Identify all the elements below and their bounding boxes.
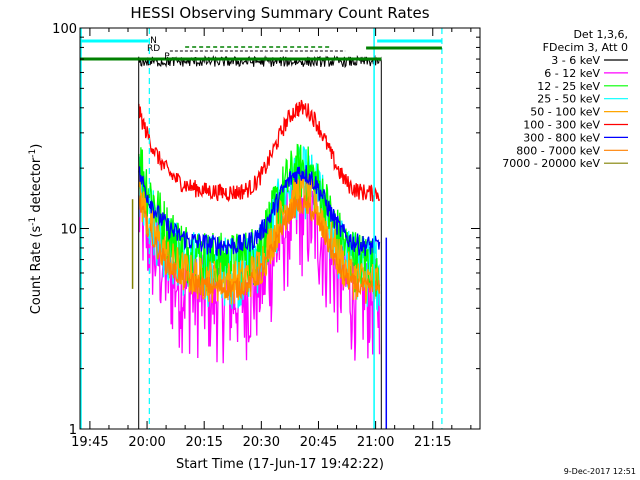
y-tick-label: 1 — [69, 423, 77, 438]
y-axis-label-exp2: -1 — [28, 149, 38, 158]
chart-title: HESSI Observing Summary Count Rates — [130, 4, 429, 22]
legend-label: 7000 - 20000 keV — [502, 157, 600, 170]
y-tick-label: 10 — [60, 223, 77, 238]
legend-header-1: Det 1,3,6, — [573, 28, 628, 41]
series-line-6 — [138, 165, 381, 257]
series-line-5 — [138, 99, 381, 203]
series-line-7 — [138, 194, 381, 300]
x-tick-label: 21:00 — [357, 435, 394, 450]
x-tick-label: 20:45 — [300, 435, 337, 450]
x-axis-label: Start Time (17-Jun-17 19:42:22) — [176, 457, 384, 472]
series-line-2 — [138, 143, 381, 297]
series-line-0 — [138, 54, 382, 429]
y-axis-label-base: Count Rate (s — [29, 226, 44, 315]
y-axis-label: Count Rate (s-1 detector-1) — [28, 144, 44, 315]
legend-label: 12 - 25 keV — [537, 80, 600, 93]
x-tick-label: 19:45 — [71, 435, 108, 450]
legend-label: 6 - 12 keV — [544, 67, 600, 80]
annotation-label: N — [150, 36, 157, 46]
legend-label: 50 - 100 keV — [530, 106, 600, 119]
legend-label: 25 - 50 keV — [537, 93, 600, 106]
legend-label: 800 - 7000 keV — [516, 144, 600, 157]
annotation-label: RD — [147, 44, 160, 54]
y-axis-label-exp1: -1 — [28, 217, 38, 226]
x-tick-label: 21:15 — [414, 435, 451, 450]
legend-label: 100 - 300 keV — [523, 119, 600, 132]
x-tick-label: 20:30 — [243, 435, 280, 450]
legend-label: 300 - 800 keV — [523, 131, 600, 144]
axes-layer: 19:45 20:00 20:15 20:30 20:45 21:00 21:15 1 10 10… — [52, 22, 480, 450]
x-tick-label: 20:15 — [185, 435, 222, 450]
legend-header-2: FDecim 3, Att 0 — [543, 41, 628, 54]
annotation-label: P — [164, 52, 170, 62]
y-axis-label-end: ) — [29, 144, 44, 149]
y-tick-label: 100 — [52, 22, 77, 37]
x-tick-label: 20:00 — [128, 435, 165, 450]
legend-label: 3 - 6 keV — [551, 54, 600, 67]
y-axis-label-mid: detector — [29, 157, 44, 217]
footer-date: 9-Dec-2017 12:51 — [564, 467, 636, 476]
